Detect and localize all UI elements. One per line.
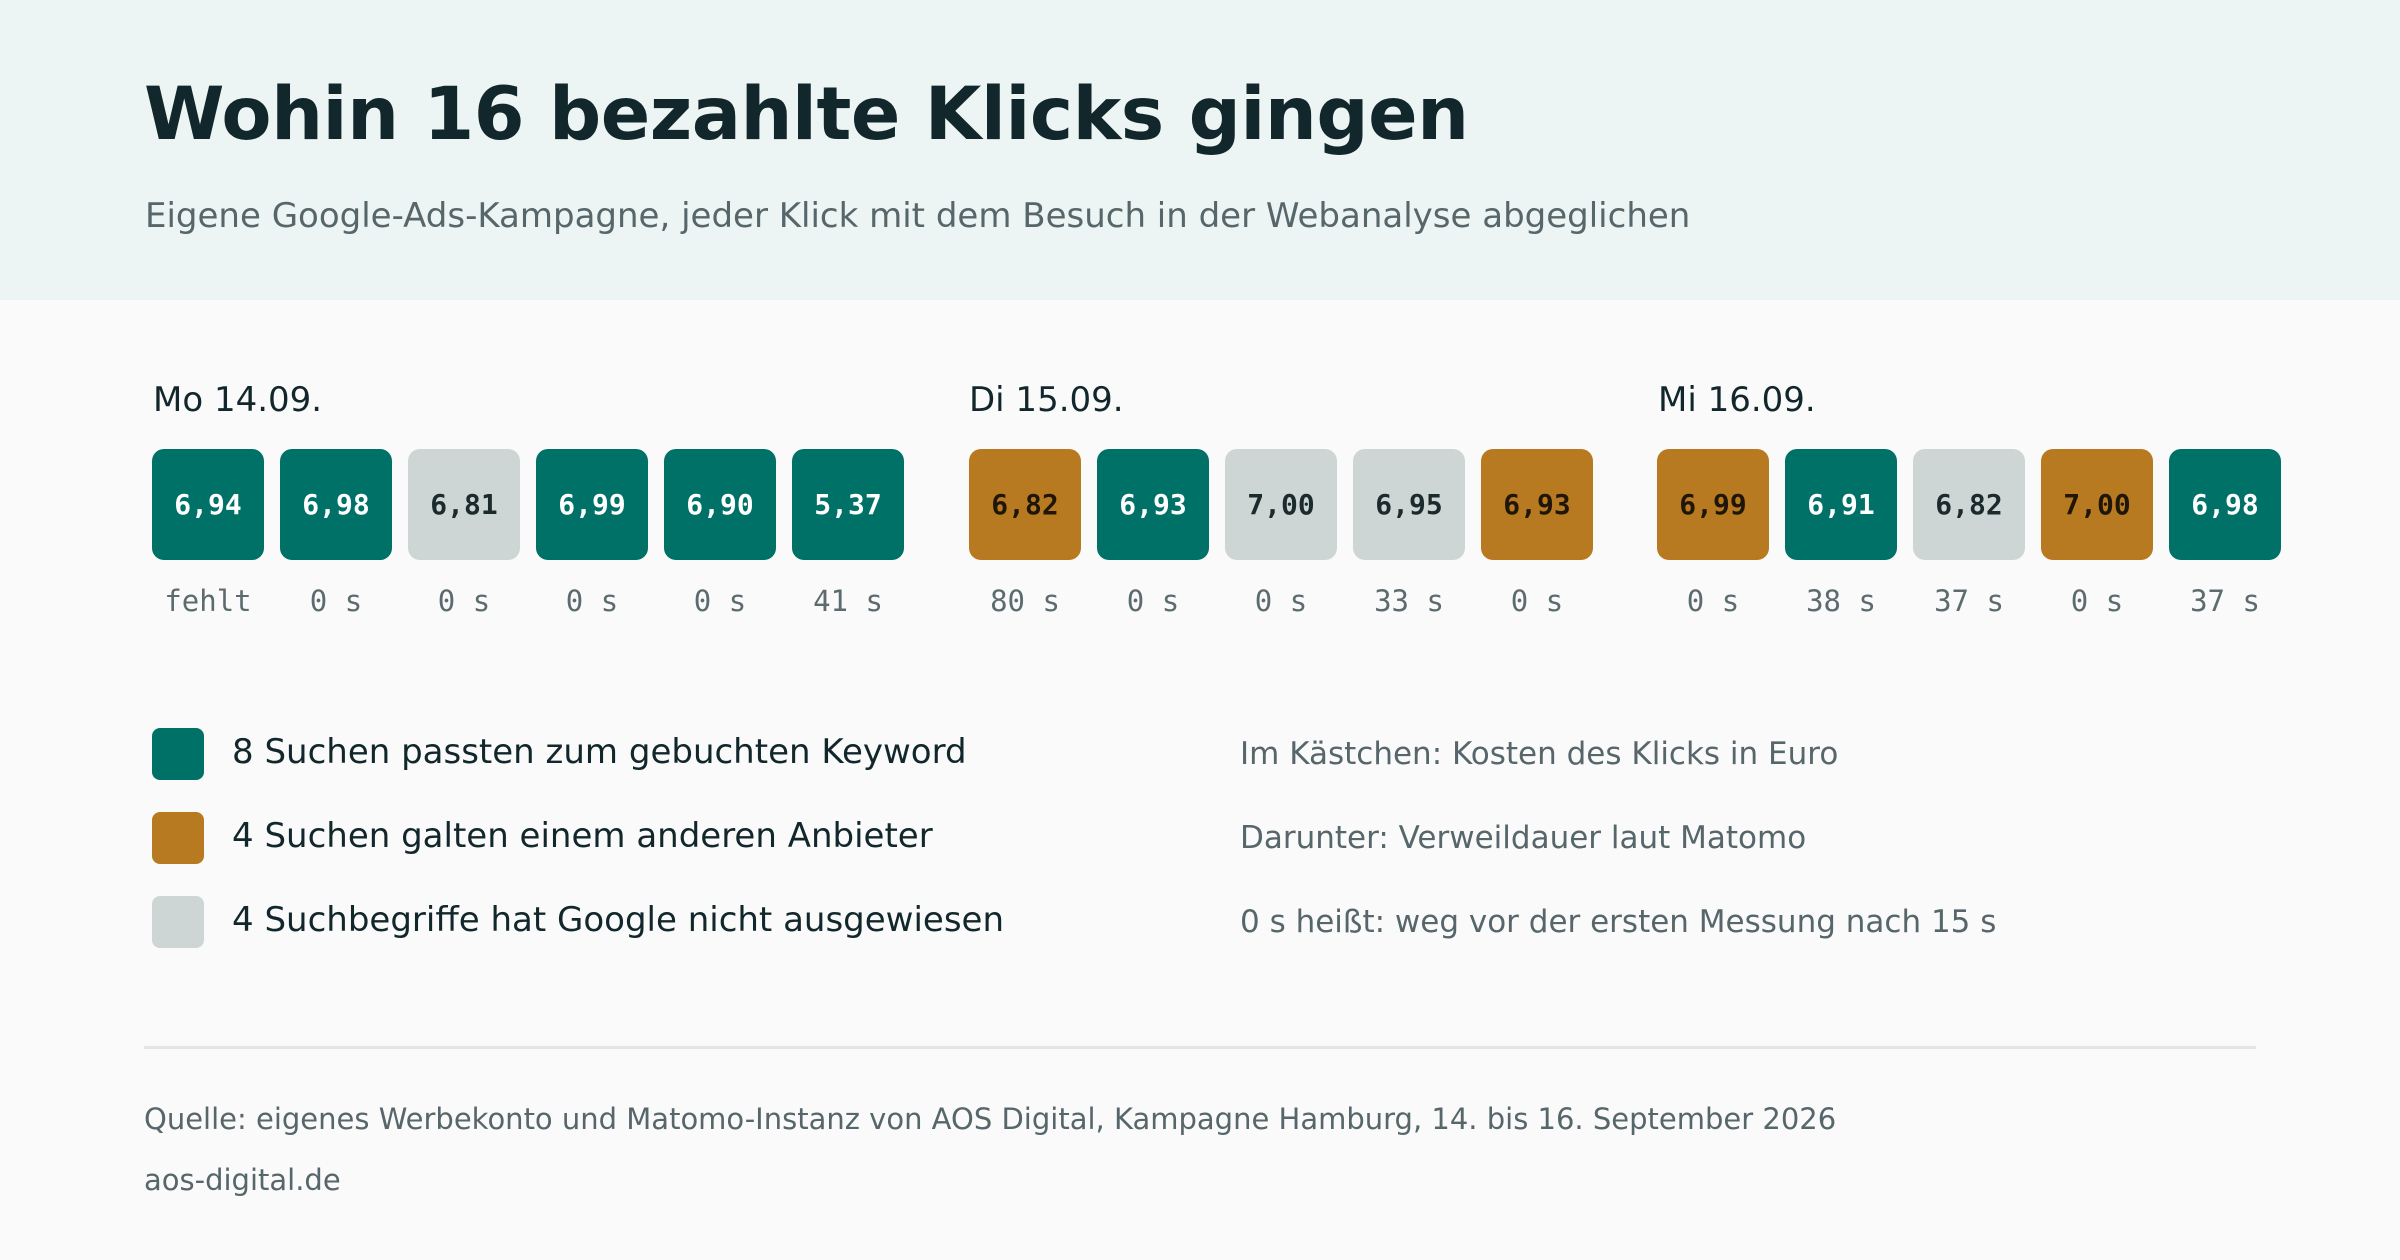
click-tile: 6,93: [1481, 449, 1593, 560]
click-duration: 0 s: [1510, 584, 1564, 618]
legend-label: 4 Suchbegriffe hat Google nicht ausgewie…: [232, 900, 1005, 940]
click-tile: 6,98: [2169, 449, 2281, 560]
click-tile: 7,00: [1225, 449, 1337, 560]
click-tile: 6,99: [536, 449, 648, 560]
click-duration: fehlt: [164, 584, 252, 618]
header: Wohin 16 bezahlte Klicks gingen Eigene G…: [0, 0, 2400, 300]
day-label: Mi 16.09.: [1658, 380, 1816, 420]
click-tile: 6,95: [1353, 449, 1465, 560]
click-tile: 6,98: [280, 449, 392, 560]
click-tile: 6,93: [1097, 449, 1209, 560]
click-tile: 6,94: [152, 449, 264, 560]
click-duration: 0 s: [693, 584, 747, 618]
click-tile: 6,91: [1785, 449, 1897, 560]
click-duration: 0 s: [309, 584, 363, 618]
legend-swatch-unknown: [152, 896, 204, 948]
note-text: Im Kästchen: Kosten des Klicks in Euro: [1240, 736, 1839, 772]
click-duration: 38 s: [1806, 584, 1876, 618]
click-duration: 0 s: [437, 584, 491, 618]
click-tile: 6,81: [408, 449, 520, 560]
source-note: Quelle: eigenes Werbekonto und Matomo-In…: [144, 1102, 1837, 1136]
click-duration: 0 s: [1254, 584, 1308, 618]
legend-label: 4 Suchen galten einem anderen Anbieter: [232, 816, 933, 856]
click-duration: 37 s: [2190, 584, 2260, 618]
click-tile: 7,00: [2041, 449, 2153, 560]
click-duration: 41 s: [813, 584, 883, 618]
click-duration: 0 s: [565, 584, 619, 618]
day-label: Di 15.09.: [969, 380, 1124, 420]
legend-label: 8 Suchen passten zum gebuchten Keyword: [232, 732, 967, 772]
click-tile: 6,90: [664, 449, 776, 560]
note-text: 0 s heißt: weg vor der ersten Messung na…: [1240, 904, 1997, 940]
site-link: aos-digital.de: [144, 1163, 341, 1197]
click-duration: 37 s: [1934, 584, 2004, 618]
legend-swatch-other: [152, 812, 204, 864]
click-tile: 6,99: [1657, 449, 1769, 560]
divider: [144, 1046, 2256, 1049]
day-label: Mo 14.09.: [153, 380, 323, 420]
page-subtitle: Eigene Google-Ads-Kampagne, jeder Klick …: [145, 196, 1691, 236]
legend-swatch-keyword: [152, 728, 204, 780]
click-duration: 33 s: [1374, 584, 1444, 618]
click-tile: 5,37: [792, 449, 904, 560]
page-title: Wohin 16 bezahlte Klicks gingen: [144, 72, 1469, 157]
click-duration: 0 s: [2070, 584, 2124, 618]
note-text: Darunter: Verweildauer laut Matomo: [1240, 820, 1807, 856]
click-tile: 6,82: [969, 449, 1081, 560]
click-duration: 0 s: [1126, 584, 1180, 618]
click-duration: 80 s: [990, 584, 1060, 618]
click-duration: 0 s: [1686, 584, 1740, 618]
click-tile: 6,82: [1913, 449, 2025, 560]
